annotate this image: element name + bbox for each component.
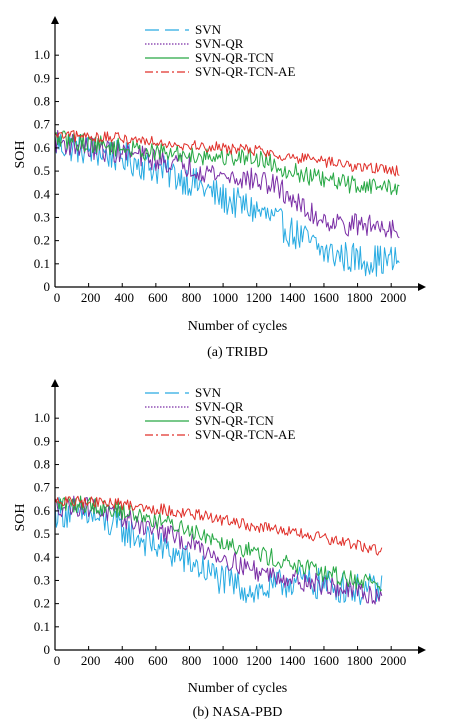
panel-caption: (a) TRIBD	[207, 345, 268, 360]
series-line-svn-qr-tcn	[54, 130, 400, 196]
y-tick-label: 0.3	[34, 209, 50, 224]
legend-label: SVN-QR-TCN	[195, 50, 274, 65]
legend-label: SVN	[195, 385, 222, 400]
legend-item: SVN	[145, 385, 222, 400]
legend-item: SVN-QR	[145, 399, 244, 414]
axes: 0 0.1 0.2 0.3 0.4 0.5 0.6 0.7 0.8 0.9 1.0 0 200 400 60…	[34, 379, 426, 668]
legend-label: SVN	[195, 22, 222, 37]
y-tick-label: 0.5	[34, 163, 50, 178]
chart-panel-1: 0 0.1 0.2 0.3 0.4 0.5 0.6 0.7 0.8 0.9 1.0 0 200 400 60…	[13, 16, 426, 360]
y-tick-label: 0.3	[34, 572, 50, 587]
y-tick-label: 0.6	[34, 140, 51, 155]
series-line-svn-qr	[54, 495, 383, 605]
x-tick-label: 1200	[246, 653, 272, 668]
x-tick-label: 1600	[313, 653, 339, 668]
x-tick-label: 1400	[279, 653, 305, 668]
legend-item: SVN-QR-TCN-AE	[145, 427, 295, 442]
y-tick-label: 0.5	[34, 526, 50, 541]
y-tick-label: 0.9	[34, 433, 50, 448]
y-axis-title: SOH	[13, 140, 28, 168]
x-tick-label: 1800	[347, 290, 373, 305]
series-line-svn-qr-tcn-ae	[54, 130, 400, 177]
x-tick-label: 600	[148, 290, 168, 305]
x-tick-label: 600	[148, 653, 168, 668]
x-axis-arrow	[418, 646, 426, 654]
x-tick-label: 1000	[212, 653, 238, 668]
legend-label: SVN-QR-TCN	[195, 413, 274, 428]
legend-label: SVN-QR	[195, 36, 244, 51]
x-tick-label: 1600	[313, 290, 339, 305]
series-line-svn-qr-tcn-ae	[54, 495, 383, 556]
y-tick-label: 1.0	[34, 47, 50, 62]
x-tick-label: 200	[81, 290, 101, 305]
legend-label: SVN-QR-TCN-AE	[195, 427, 295, 442]
y-tick-label: 0	[44, 642, 51, 657]
y-tick-label: 0.7	[34, 117, 51, 132]
y-tick-label: 0.4	[34, 549, 51, 564]
y-tick-label: 0.8	[34, 457, 50, 472]
x-tick-label: 2000	[380, 653, 406, 668]
legend-label: SVN-QR	[195, 399, 244, 414]
x-axis-title: Number of cycles	[188, 319, 288, 334]
series-line-svn	[54, 134, 400, 277]
chart-panel-2: 0 0.1 0.2 0.3 0.4 0.5 0.6 0.7 0.8 0.9 1.0 0 200 400 60…	[13, 379, 426, 720]
series-line-svn-qr-tcn	[54, 495, 383, 592]
x-tick-label: 200	[81, 653, 101, 668]
x-tick-label: 400	[114, 653, 134, 668]
x-axis-arrow	[418, 283, 426, 291]
legend-label: SVN-QR-TCN-AE	[195, 64, 295, 79]
legend-item: SVN	[145, 22, 222, 37]
legend-item: SVN-QR-TCN	[145, 50, 274, 65]
y-tick-label: 0.4	[34, 186, 51, 201]
y-tick-label: 0.1	[34, 256, 50, 271]
y-tick-label: 0.9	[34, 70, 50, 85]
panel-caption: (b) NASA-PBD	[193, 705, 283, 720]
series-group	[54, 495, 383, 606]
y-tick-label: 0.2	[34, 233, 50, 248]
series-group	[54, 130, 400, 277]
legend-item: SVN-QR-TCN-AE	[145, 64, 295, 79]
x-tick-label: 0	[54, 653, 61, 668]
x-tick-label: 1400	[279, 290, 305, 305]
y-axis-title: SOH	[13, 503, 28, 531]
y-axis-arrow	[51, 379, 59, 387]
legend-item: SVN-QR-TCN	[145, 413, 274, 428]
x-tick-label: 1000	[212, 290, 238, 305]
series-line-svn	[54, 496, 383, 606]
y-tick-label: 0	[44, 279, 51, 294]
y-tick-label: 1.0	[34, 410, 50, 425]
y-tick-label: 0.2	[34, 596, 50, 611]
y-tick-label: 0.1	[34, 619, 50, 634]
axes: 0 0.1 0.2 0.3 0.4 0.5 0.6 0.7 0.8 0.9 1.0 0 200 400 60…	[34, 16, 426, 305]
x-tick-label: 1200	[246, 290, 272, 305]
series-line-svn-qr	[54, 130, 400, 239]
x-tick-label: 800	[182, 290, 202, 305]
y-tick-label: 0.7	[34, 480, 51, 495]
x-tick-label: 400	[114, 290, 134, 305]
x-tick-label: 0	[54, 290, 61, 305]
y-tick-label: 0.6	[34, 503, 51, 518]
x-tick-label: 1800	[347, 653, 373, 668]
x-tick-label: 2000	[380, 290, 406, 305]
legend-item: SVN-QR	[145, 36, 244, 51]
y-tick-label: 0.8	[34, 94, 50, 109]
y-axis-arrow	[51, 16, 59, 24]
x-axis-title: Number of cycles	[188, 681, 288, 696]
x-tick-label: 800	[182, 653, 202, 668]
